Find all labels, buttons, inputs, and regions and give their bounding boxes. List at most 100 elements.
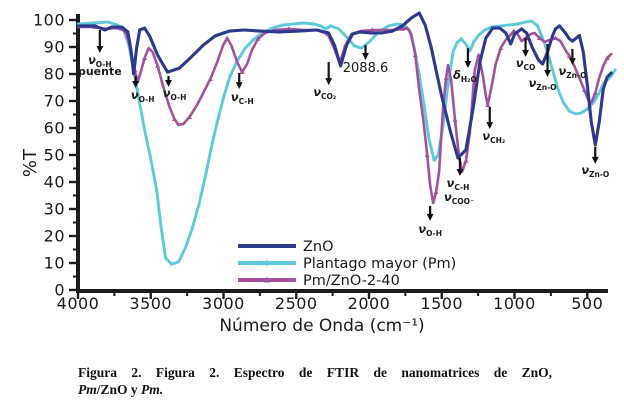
- y-tick-label: 30: [44, 200, 65, 219]
- down-arrow-icon: [486, 122, 494, 130]
- annotation-band-label: νCO: [516, 56, 536, 72]
- y-tick-label: 100: [33, 11, 65, 30]
- annotation-band-label-line2: puente: [78, 65, 122, 78]
- legend-item: Plantago mayor (Pm): [238, 256, 456, 272]
- annotation-band-label: νZn-O: [581, 163, 609, 179]
- annotation-band-label: νZn-O: [528, 76, 556, 92]
- caption-line-2: Pm/ZnO y Pm.: [78, 381, 552, 398]
- down-arrow-icon: [569, 58, 576, 66]
- square-marker-icon: [213, 34, 217, 38]
- triangle-marker-icon: [171, 116, 177, 121]
- caption-text-part: Pm.: [141, 382, 164, 397]
- triangle-marker-icon: [155, 63, 161, 68]
- triangle-marker-icon: [523, 35, 529, 40]
- circle-marker-icon: [585, 107, 589, 111]
- series-markers-plantago-mayor-pm: [93, 21, 605, 266]
- annotation: νZn-O: [581, 146, 609, 179]
- circle-marker-icon: [264, 260, 270, 266]
- square-marker-icon: [464, 148, 468, 152]
- caption-text-part: Pm: [78, 382, 97, 397]
- circle-marker-icon: [154, 188, 159, 192]
- circle-marker-icon: [251, 38, 255, 42]
- triangle-marker-icon: [433, 189, 439, 194]
- circle-marker-icon: [328, 24, 333, 28]
- annotation: νCO₂: [313, 62, 336, 101]
- triangle-marker-icon: [424, 152, 430, 157]
- circle-marker-icon: [93, 21, 97, 25]
- legend-item: Pm/ZnO-2-40: [238, 273, 400, 289]
- circle-marker-icon: [432, 158, 436, 162]
- triangle-marker-icon: [566, 53, 572, 58]
- down-arrow-icon: [96, 45, 104, 53]
- x-tick-label: 1000: [493, 294, 536, 313]
- square-marker-icon: [537, 58, 540, 62]
- annotation-band-label: νZn-O: [558, 64, 586, 80]
- annotation-band-label: νC-H: [231, 90, 254, 106]
- square-marker-icon: [138, 28, 142, 32]
- caption-text-part: /ZnO y: [96, 382, 142, 397]
- annotation-band-label: νO-H: [163, 86, 187, 102]
- triangle-marker-icon: [207, 76, 213, 82]
- triangle-marker-icon: [604, 55, 610, 60]
- y-axis-title: %T: [20, 148, 41, 177]
- triangle-marker-icon: [592, 90, 598, 95]
- annotation-band-label: νCOO⁻: [444, 190, 474, 206]
- triangle-marker-icon: [286, 26, 292, 31]
- circle-marker-icon: [446, 83, 450, 87]
- legend-item: ZnO: [238, 239, 334, 255]
- annotation: νCOO⁻: [444, 190, 474, 206]
- annotation-band-label: νO-H: [131, 88, 155, 104]
- square-marker-icon: [554, 27, 557, 31]
- x-tick-label: 3500: [129, 294, 172, 313]
- annotation-band-label: νC-H: [446, 176, 469, 192]
- annotation: 2088.6: [343, 45, 389, 76]
- down-arrow-icon: [464, 61, 472, 69]
- triangle-marker-icon: [511, 28, 517, 33]
- series-markers-zno: [93, 24, 605, 152]
- circle-marker-icon: [136, 96, 141, 100]
- triangle-marker-icon: [463, 158, 469, 163]
- legend-label: Plantago mayor (Pm): [303, 256, 456, 272]
- triangle-marker-icon: [581, 87, 587, 92]
- y-tick-label: 70: [44, 92, 65, 111]
- triangle-marker-icon: [186, 114, 192, 119]
- square-marker-icon: [93, 24, 97, 28]
- annotation-value-label: 2088.6: [343, 61, 389, 76]
- triangle-marker-icon: [369, 27, 375, 32]
- annotation: νZn-O: [558, 48, 586, 80]
- down-arrow-icon: [165, 79, 172, 87]
- triangle-marker-icon: [553, 35, 559, 40]
- down-arrow-icon: [426, 213, 434, 221]
- ftir-spectrum-chart: 4000 3500 3000 2500 2000 1500 1000 500 0 10 20 30 40…: [20, 11, 617, 336]
- y-tick-label: 40: [44, 173, 65, 192]
- x-tick-label: 4000: [57, 294, 100, 313]
- square-marker-icon: [601, 87, 605, 91]
- y-tick-label: 20: [44, 227, 65, 246]
- down-arrow-icon: [456, 169, 464, 177]
- annotation-band-label: νCH₂: [482, 129, 505, 145]
- square-marker-icon: [585, 83, 589, 87]
- square-marker-icon: [126, 30, 130, 34]
- circle-marker-icon: [169, 262, 174, 266]
- annotation: νZn-O: [528, 44, 557, 92]
- annotation: νO-H: [418, 206, 442, 238]
- triangle-marker-icon: [142, 55, 148, 60]
- series-zno: [76, 11, 613, 160]
- triangle-marker-icon: [239, 69, 245, 75]
- triangle-marker-icon: [255, 36, 261, 41]
- axes: 4000 3500 3000 2500 2000 1500 1000 500 0 10 20 30 40…: [20, 11, 608, 336]
- triangle-marker-icon: [263, 276, 271, 283]
- circle-marker-icon: [567, 109, 572, 113]
- x-tick-label: 1500: [420, 294, 463, 313]
- annotation: νO-H: [163, 75, 187, 102]
- y-tick-label: 90: [44, 38, 65, 57]
- down-arrow-icon: [522, 49, 529, 57]
- square-marker-icon: [166, 70, 169, 74]
- y-tick-label: 10: [44, 254, 65, 273]
- triangle-marker-icon: [537, 35, 543, 40]
- square-marker-icon: [491, 26, 495, 30]
- triangle-marker-icon: [443, 75, 449, 80]
- circle-marker-icon: [550, 68, 555, 72]
- square-marker-icon: [359, 30, 362, 34]
- x-tick-label: 500: [571, 294, 603, 313]
